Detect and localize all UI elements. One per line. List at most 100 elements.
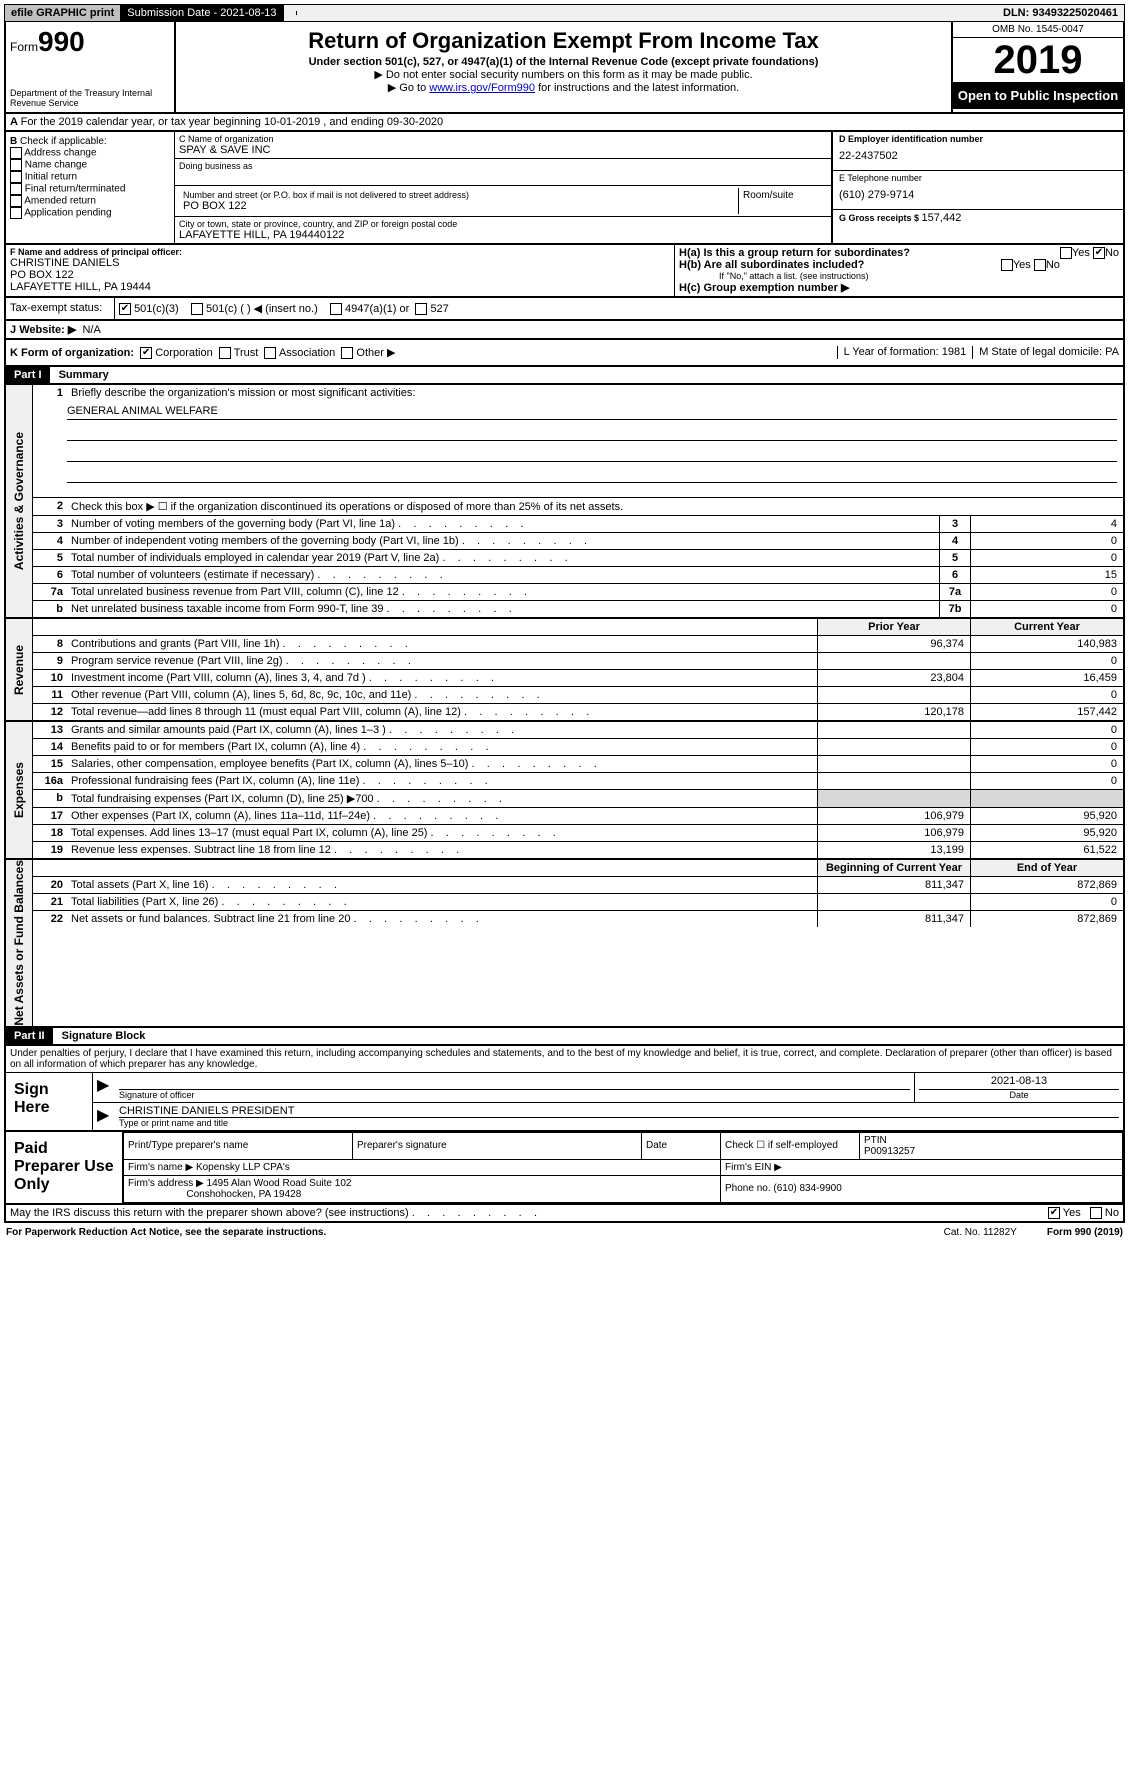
gov-line-7a: 7aTotal unrelated business revenue from … [33, 583, 1123, 600]
tab-net: Net Assets or Fund Balances [12, 860, 26, 1026]
form-990-number: 990 [38, 26, 85, 57]
lb-initial-return: Initial return [25, 172, 77, 183]
open-inspection: Open to Public Inspection [953, 82, 1123, 109]
cb-name-change[interactable] [10, 159, 22, 171]
firm-name: Kopensky LLP CPA's [196, 1162, 290, 1173]
cb-4947[interactable] [330, 303, 342, 315]
cb-assoc[interactable] [264, 347, 276, 359]
mission-blank-2 [67, 447, 1117, 462]
gross-value: 157,442 [922, 212, 962, 224]
lb-corp: Corporation [155, 347, 212, 359]
prep-date-label: Date [642, 1132, 721, 1159]
section-revenue: Revenue Prior Year Current Year 8Contrib… [4, 619, 1125, 722]
website-label: Website: ▶ [19, 324, 76, 336]
sign-here-label: Sign Here [6, 1073, 93, 1130]
lb-trust: Trust [234, 347, 259, 359]
ha-yes[interactable] [1060, 247, 1072, 259]
efile-print-button[interactable]: efile GRAPHIC print [5, 5, 121, 21]
prep-sig-label: Preparer's signature [353, 1132, 642, 1159]
phone-label: Phone no. [725, 1183, 773, 1194]
lb-assoc: Association [279, 347, 335, 359]
cb-527[interactable] [415, 303, 427, 315]
cb-other[interactable] [341, 347, 353, 359]
dba-label: Doing business as [179, 161, 827, 171]
cb-amended-return[interactable] [10, 195, 22, 207]
officer-signature-line[interactable] [119, 1075, 910, 1090]
box-f: F Name and address of principal officer:… [6, 245, 675, 296]
form-header: Form990 Department of the Treasury Inter… [4, 22, 1125, 114]
signature-block: Under penalties of perjury, I declare th… [4, 1046, 1125, 1132]
net-lines-line-22: 22Net assets or fund balances. Subtract … [33, 910, 1123, 927]
cb-501c[interactable] [191, 303, 203, 315]
printed-name: CHRISTINE DANIELS PRESIDENT [119, 1105, 1119, 1118]
sig-officer-label: Signature of officer [119, 1090, 910, 1100]
exp-lines-line-b: bTotal fundraising expenses (Part IX, co… [33, 789, 1123, 807]
self-employed-check[interactable]: Check ☐ if self-employed [721, 1132, 860, 1159]
block-fh: F Name and address of principal officer:… [4, 245, 1125, 298]
tax-status-row: Tax-exempt status: 501(c)(3) 501(c) ( ) … [4, 298, 1125, 321]
box-d: D Employer identification number 22-2437… [831, 132, 1123, 243]
perjury-text: Under penalties of perjury, I declare th… [6, 1046, 1123, 1072]
gov-line-5: 5Total number of individuals employed in… [33, 549, 1123, 566]
cb-final-return[interactable] [10, 183, 22, 195]
rev-lines-line-8: 8Contributions and grants (Part VIII, li… [33, 635, 1123, 652]
discuss-text: May the IRS discuss this return with the… [10, 1207, 537, 1219]
cb-address-change[interactable] [10, 147, 22, 159]
cb-501c3[interactable] [119, 303, 131, 315]
header-right: OMB No. 1545-0047 2019 Open to Public In… [951, 22, 1123, 112]
dept-treasury: Department of the Treasury Internal Reve… [10, 88, 170, 108]
city-value: LAFAYETTE HILL, PA 194440122 [179, 229, 827, 241]
part2-title: Signature Block [56, 1028, 152, 1044]
ptin-value: P00913257 [864, 1146, 915, 1157]
part2-header: Part II [6, 1028, 53, 1044]
lb-501c3: 501(c)(3) [134, 303, 179, 315]
org-name: SPAY & SAVE INC [179, 144, 827, 156]
form-prefix: Form [10, 40, 38, 54]
ha-no[interactable] [1093, 247, 1105, 259]
paid-label: Paid Preparer Use Only [6, 1132, 123, 1203]
firm-ein-label: Firm's EIN ▶ [721, 1159, 1123, 1175]
sig-date: 2021-08-13 [919, 1075, 1119, 1090]
officer-addr1: PO BOX 122 [10, 269, 670, 281]
hb-note: If "No," attach a list. (see instruction… [679, 271, 1119, 281]
box-b: B Check if applicable: Address change Na… [6, 132, 175, 243]
box-h: H(a) Is this a group return for subordin… [675, 245, 1123, 296]
lb-address-change: Address change [24, 148, 96, 159]
exp-lines-line-18: 18Total expenses. Add lines 13–17 (must … [33, 824, 1123, 841]
dln-label: DLN: 93493225020461 [997, 5, 1124, 21]
room-suite: Room/suite [739, 188, 827, 214]
discuss-yes[interactable] [1048, 1207, 1060, 1219]
net-lines-line-20: 20Total assets (Part X, line 16)811,3478… [33, 876, 1123, 893]
cb-initial-return[interactable] [10, 171, 22, 183]
tax-year: 2019 [953, 38, 1123, 82]
gov-line-3: 3Number of voting members of the governi… [33, 515, 1123, 532]
addr-label: Number and street (or P.O. box if mail i… [183, 190, 734, 200]
cb-application-pending[interactable] [10, 207, 22, 219]
exp-lines-line-16a: 16aProfessional fundraising fees (Part I… [33, 772, 1123, 789]
firm-addr1: 1495 Alan Wood Road Suite 102 [207, 1178, 352, 1189]
section-net: Net Assets or Fund Balances Beginning of… [4, 860, 1125, 1028]
part1-header: Part I [6, 367, 50, 383]
hb-no[interactable] [1034, 259, 1046, 271]
irs-link[interactable]: www.irs.gov/Form990 [429, 82, 535, 94]
net-lines-line-21: 21Total liabilities (Part X, line 26)0 [33, 893, 1123, 910]
rev-lines-line-10: 10Investment income (Part VIII, column (… [33, 669, 1123, 686]
officer-name: CHRISTINE DANIELS [10, 257, 670, 269]
cb-trust[interactable] [219, 347, 231, 359]
lb-527: 527 [430, 303, 448, 315]
cb-corp[interactable] [140, 347, 152, 359]
l-year: L Year of formation: 1981 [837, 346, 967, 359]
lb-4947: 4947(a)(1) or [345, 303, 409, 315]
part2-bar: Part II Signature Block [4, 1028, 1125, 1046]
ptin-label: PTIN [864, 1135, 887, 1146]
period-text: For the 2019 calendar year, or tax year … [21, 116, 444, 128]
discuss-no[interactable] [1090, 1207, 1102, 1219]
form-subtitle: Under section 501(c), 527, or 4947(a)(1)… [180, 56, 947, 68]
form-title: Return of Organization Exempt From Incom… [180, 28, 947, 54]
mission-blank-1 [67, 426, 1117, 441]
hb-yes[interactable] [1001, 259, 1013, 271]
form-ref: Form 990 (2019) [1047, 1227, 1123, 1238]
date-label: Date [919, 1090, 1119, 1100]
omb-number: OMB No. 1545-0047 [953, 22, 1123, 38]
boxb-label: Check if applicable: [20, 136, 107, 147]
